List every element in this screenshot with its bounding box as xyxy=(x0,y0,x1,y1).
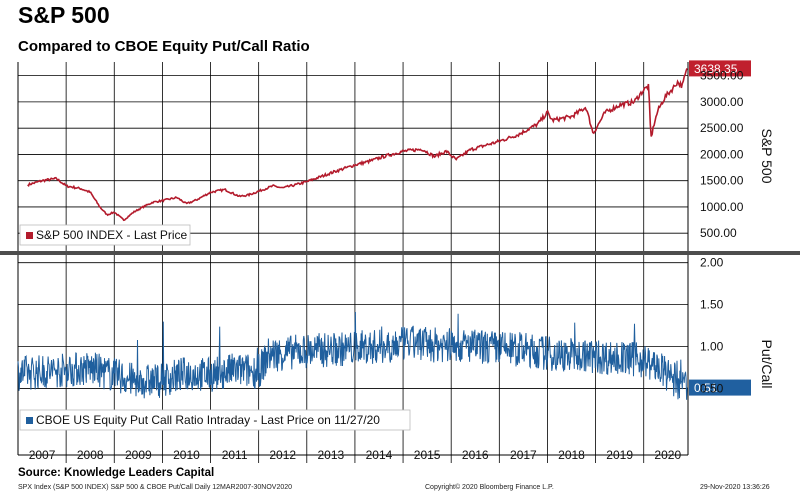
spx-y-tick-label: 3000.00 xyxy=(700,95,744,109)
pcr-last-value-label: 0.51 xyxy=(694,381,718,395)
pcr-y-tick-label: 0.50 xyxy=(700,381,724,395)
axis-layer: 500.00 1000.00 1500.00 2000.00 2500.00 3000.0… xyxy=(19,69,775,462)
spx-y-tick-label: 1500.00 xyxy=(700,174,744,188)
spx-y-tick-label: 3500.00 xyxy=(700,69,744,83)
x-tick-label: 2017 xyxy=(510,448,537,462)
x-tick-label: 2018 xyxy=(558,448,585,462)
spx-y-tick-label: 1000.00 xyxy=(700,200,744,214)
footer-copyright: Copyright© 2020 Bloomberg Finance L.P. xyxy=(425,484,554,491)
chart-title: S&P 500 xyxy=(18,2,110,28)
x-tick-label: 2020 xyxy=(654,448,681,462)
footer-left: SPX Index (S&P 500 INDEX) S&P 500 & CBOE… xyxy=(18,484,293,491)
x-tick-label: 2019 xyxy=(606,448,633,462)
spx-last-value-badge xyxy=(689,60,751,77)
pcr-last-value-badge xyxy=(689,379,751,396)
x-tick-label: 2016 xyxy=(462,448,489,462)
pcr-legend-swatch xyxy=(26,417,33,424)
spx-y-tick-label: 2000.00 xyxy=(700,147,744,161)
x-tick-label: 2010 xyxy=(173,448,200,462)
x-tick-label: 2008 xyxy=(77,448,104,462)
spx-legend-box xyxy=(19,224,191,246)
spx-legend-swatch xyxy=(26,232,33,239)
pcr-y-tick-label: 2.00 xyxy=(700,256,724,270)
x-tick-label: 2009 xyxy=(125,448,152,462)
x-tick-label: 2011 xyxy=(222,448,248,462)
pcr-legend-box xyxy=(19,409,411,431)
pcr-y-tick-label: 1.00 xyxy=(700,340,724,354)
spx-y-axis-label: S&P 500 xyxy=(759,128,775,183)
pcr-y-axis-label: Put/Call xyxy=(759,339,775,388)
source-note: Source: Knowledge Leaders Capital xyxy=(18,467,215,479)
spx-y-tick-label: 2500.00 xyxy=(700,121,744,135)
grid-layer xyxy=(0,62,800,463)
x-tick-label: 2014 xyxy=(366,448,393,462)
x-tick-label: 2013 xyxy=(318,448,345,462)
spx-last-value-label: 3638.35 xyxy=(694,62,738,76)
spx-legend-text: S&P 500 INDEX - Last Price xyxy=(36,228,188,242)
spx-panel: 3638.35 xyxy=(27,60,751,222)
spx-y-tick-label: 500.00 xyxy=(700,226,737,240)
spx-series-line xyxy=(27,68,688,222)
footer-timestamp: 29-Nov-2020 13:36:26 xyxy=(700,484,770,491)
panel-divider xyxy=(0,251,800,255)
pcr-series-line xyxy=(17,311,688,400)
pcr-y-tick-label: 1.50 xyxy=(700,298,724,312)
x-tick-label: 2007 xyxy=(29,448,56,462)
x-tick-label: 2012 xyxy=(269,448,296,462)
pcr-legend-text: CBOE US Equity Put Call Ratio Intraday -… xyxy=(36,413,380,427)
chart-subtitle: Compared to CBOE Equity Put/Call Ratio xyxy=(18,38,310,55)
x-tick-label: 2015 xyxy=(414,448,441,462)
putcall-panel: 0.51 xyxy=(17,311,751,400)
